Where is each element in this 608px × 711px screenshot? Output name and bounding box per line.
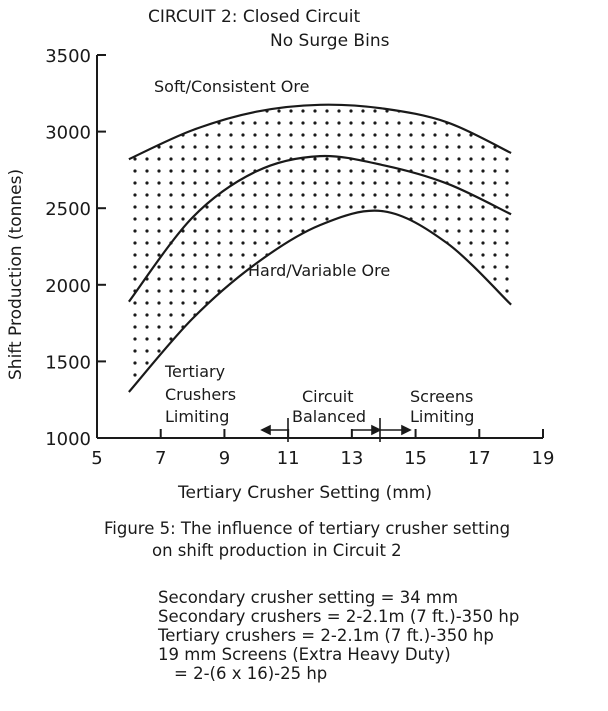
region-circuit-line-1: Circuit — [302, 387, 354, 406]
axes — [96, 55, 543, 439]
arrow-mid-head — [371, 424, 382, 436]
label-hard-variable-ore: Hard/Variable Ore — [248, 261, 390, 280]
note-secondary-setting: Secondary crusher setting = 34 mm — [158, 588, 459, 607]
curve-hard-variable-ore — [128, 209, 512, 393]
y-tick-label: 2500 — [45, 199, 91, 220]
y-axis-title: Shift Production (tonnes) — [6, 169, 26, 380]
note-tertiary-crushers: Tertiary crushers = 2-2.1m (7 ft.)-350 h… — [158, 626, 494, 645]
arrow-right-head — [401, 424, 412, 436]
chart-title-line-1: CIRCUIT 2: Closed Circuit — [148, 7, 360, 27]
y-ticks: 1000 1500 2000 2500 3000 3500 — [45, 46, 106, 450]
x-tick-label: 13 — [340, 448, 363, 469]
shaded-region — [128, 104, 512, 393]
y-tick-label: 2000 — [45, 276, 91, 297]
chart-title-line-2: No Surge Bins — [270, 31, 390, 51]
note-screens: 19 mm Screens (Extra Heavy Duty) — [158, 645, 451, 664]
x-tick-label: 19 — [532, 448, 555, 469]
x-ticks: 5 7 9 11 13 15 17 19 — [91, 429, 554, 469]
balanced-range-markers — [260, 418, 412, 442]
x-axis-title: Tertiary Crusher Setting (mm) — [177, 483, 432, 503]
note-screens-spec: = 2-(6 x 16)-25 hp — [174, 664, 328, 683]
region-circuit-line-2: Balanced — [292, 407, 366, 426]
x-tick-label: 17 — [468, 448, 491, 469]
note-secondary-crushers: Secondary crushers = 2-2.1m (7 ft.)-350 … — [158, 607, 520, 626]
region-tertiary-line-1: Tertiary — [164, 362, 225, 381]
label-soft-consistent-ore: Soft/Consistent Ore — [154, 77, 309, 96]
x-tick-label: 9 — [219, 448, 230, 469]
curve-middle — [128, 154, 512, 303]
figure-caption: Figure 5: The influence of tertiary crus… — [104, 518, 510, 562]
y-tick-label: 1000 — [45, 429, 91, 450]
x-tick-label: 11 — [277, 448, 300, 469]
x-tick-label: 7 — [155, 448, 166, 469]
y-tick-label: 3500 — [45, 46, 91, 67]
region-tertiary-line-3: Limiting — [165, 407, 229, 426]
arrow-left-head — [260, 424, 271, 436]
region-tertiary-line-2: Crushers — [165, 385, 236, 404]
x-tick-label: 15 — [404, 448, 427, 469]
y-tick-label: 3000 — [45, 123, 91, 144]
equipment-notes: Secondary crusher setting = 34 mm Second… — [158, 588, 519, 683]
region-screens-line-1: Screens — [410, 387, 473, 406]
y-tick-label: 1500 — [45, 352, 91, 373]
region-screens-line-2: Limiting — [410, 407, 474, 426]
caption-line-1: Figure 5: The influence of tertiary crus… — [104, 519, 511, 538]
chart: CIRCUIT 2: Closed Circuit No Surge Bins … — [6, 7, 554, 503]
curve-soft-consistent-ore — [128, 103, 512, 161]
x-tick-label: 5 — [91, 448, 102, 469]
caption-line-2: on shift production in Circuit 2 — [152, 541, 402, 560]
